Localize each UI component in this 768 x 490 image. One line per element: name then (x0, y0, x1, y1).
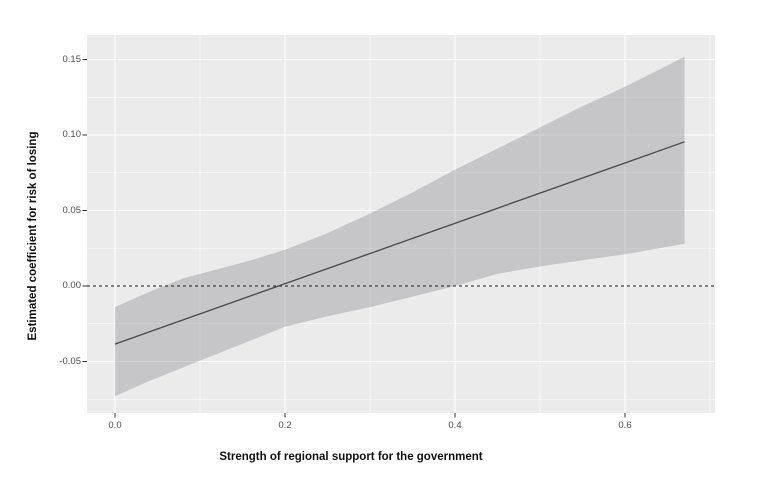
y-tick-label: 0.10 (62, 129, 82, 140)
x-tick-label: 0.6 (618, 420, 632, 431)
confidence-interval-ribbon (115, 56, 685, 397)
y-axis-title: Estimated coefficient for risk of losing (27, 131, 39, 341)
y-tick-label: 0.00 (62, 280, 82, 291)
plot-panel-background (87, 35, 715, 413)
regression-line (114, 141, 685, 345)
y-tick-label: 0.05 (62, 204, 82, 216)
x-tick-label: 0.4 (448, 420, 462, 431)
y-tick-label: -0.05 (59, 355, 81, 367)
x-tick-label: 0.2 (278, 420, 292, 431)
y-tick-label: 0.15 (62, 53, 82, 65)
x-axis-title: Strength of regional support for the gov… (219, 451, 483, 463)
x-tick-label: 0.0 (108, 420, 122, 431)
